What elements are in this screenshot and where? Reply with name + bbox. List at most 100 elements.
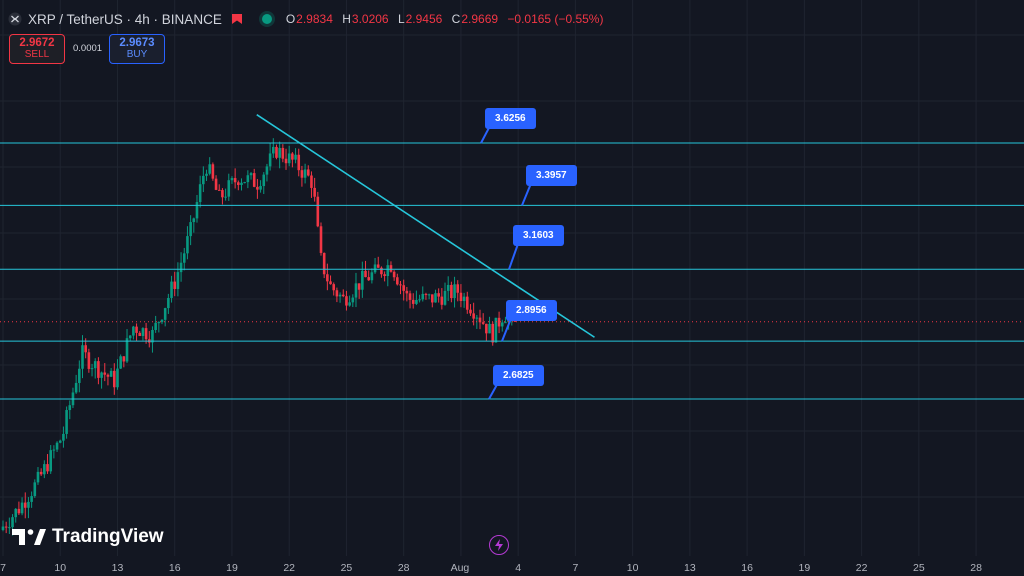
candle-body — [119, 356, 122, 369]
candle-body — [74, 382, 78, 393]
level-callout[interactable]: 3.3957 — [526, 165, 577, 186]
candle-body — [97, 361, 100, 378]
candle-body — [4, 526, 8, 528]
level-callout[interactable]: 3.6256 — [485, 108, 536, 129]
candle-body — [100, 372, 103, 378]
level-callout[interactable]: 2.8956 — [506, 300, 557, 321]
candle-body — [434, 293, 437, 303]
candle-body — [265, 166, 269, 175]
candle-body — [306, 169, 310, 176]
candle-body — [167, 297, 170, 309]
candle-body — [370, 272, 374, 281]
candle-body — [488, 323, 491, 334]
candle-body — [427, 294, 431, 296]
candle-body — [494, 317, 498, 343]
xrp-icon — [8, 12, 22, 26]
candle-body — [313, 187, 316, 197]
buy-price: 2.9673 — [119, 37, 155, 49]
candle-body — [472, 313, 475, 319]
candle-body — [421, 293, 425, 300]
candle-body — [316, 196, 320, 227]
candle-body — [173, 281, 177, 289]
x-tick-label: 28 — [970, 562, 982, 574]
candle-body — [160, 319, 164, 323]
x-tick-label: 25 — [341, 562, 353, 574]
x-tick-label: 4 — [515, 562, 521, 574]
candle-body — [459, 292, 463, 301]
candle-body — [221, 190, 224, 198]
x-tick-label: 16 — [741, 562, 753, 574]
change-value: −0.0165 (−0.55%) — [507, 12, 604, 26]
candle-body — [396, 277, 399, 285]
support-resistance-levels[interactable] — [0, 123, 1024, 400]
candle-body — [453, 284, 456, 299]
candle-body — [30, 496, 33, 502]
candle-body — [322, 252, 326, 275]
candle-body — [402, 285, 405, 291]
candle-body — [275, 146, 278, 158]
candle-body — [36, 471, 40, 483]
candle-body — [446, 284, 450, 291]
candle-body — [81, 345, 84, 369]
candle-body — [170, 281, 173, 298]
market-open-icon — [261, 14, 272, 24]
candle-body — [310, 175, 313, 188]
sell-label: SELL — [24, 49, 50, 60]
candle-body — [23, 502, 27, 508]
level-callout[interactable]: 3.1603 — [513, 225, 564, 246]
x-tick-label: 19 — [226, 562, 238, 574]
candle-body — [151, 329, 154, 343]
candle-body — [103, 372, 107, 375]
candle-body — [182, 253, 186, 263]
open-value: 2.9834 — [296, 12, 333, 26]
candle-body — [189, 222, 192, 237]
candle-body — [141, 328, 145, 337]
candle-body — [157, 322, 161, 324]
candle-body — [20, 502, 24, 514]
candle-body — [192, 218, 196, 223]
tradingview-logo[interactable]: TradingView — [12, 526, 164, 548]
candle-body — [246, 175, 250, 183]
legend-header: XRP / TetherUS · 4h · BINANCE O2.9834 H3… — [8, 9, 609, 29]
candle-body — [227, 180, 231, 197]
symbol-title[interactable]: XRP / TetherUS · 4h · BINANCE — [28, 11, 222, 27]
candle-body — [380, 267, 383, 275]
candle-body — [68, 405, 72, 411]
candle-body — [195, 202, 199, 219]
candle-body — [205, 173, 208, 176]
buy-button[interactable]: 2.9673 BUY — [109, 34, 165, 64]
candle-body — [411, 299, 415, 304]
sell-price: 2.9672 — [19, 37, 55, 49]
candle-body — [376, 264, 380, 268]
brand-name: TradingView — [52, 526, 164, 547]
candle-body — [478, 317, 482, 323]
flag-icon[interactable] — [231, 14, 242, 24]
candle-body — [125, 338, 129, 362]
level-callout[interactable]: 2.6825 — [493, 365, 544, 386]
candle-body — [319, 226, 323, 253]
candle-body — [485, 323, 488, 334]
candle-body — [113, 370, 116, 388]
candle-body — [415, 299, 418, 304]
candle-body — [138, 332, 142, 337]
candle-body — [208, 164, 211, 174]
candle-body — [357, 283, 361, 290]
candle-body — [17, 508, 21, 514]
candle-body — [272, 146, 275, 154]
candle-body — [361, 270, 364, 290]
candle-body — [49, 450, 52, 472]
candle-body — [462, 296, 466, 301]
candle-body — [202, 175, 205, 185]
candle-body — [243, 182, 246, 184]
candle-body — [338, 294, 342, 297]
candle-body — [52, 449, 56, 451]
time-axis: 7 10 13 16 19 22 25 28 Aug 4 7 10 13 16 19 22 25 28 — [0, 562, 982, 574]
low-label: L — [397, 12, 405, 26]
bolt-icon[interactable] — [489, 535, 509, 555]
candle-body — [259, 186, 262, 190]
candle-body — [341, 294, 345, 297]
ohlc-values: O2.9834 H3.0206 L2.9456 C2.9669 −0.0165 … — [286, 12, 610, 26]
sell-button[interactable]: 2.9672 SELL — [9, 34, 65, 64]
candle-body — [176, 272, 180, 289]
